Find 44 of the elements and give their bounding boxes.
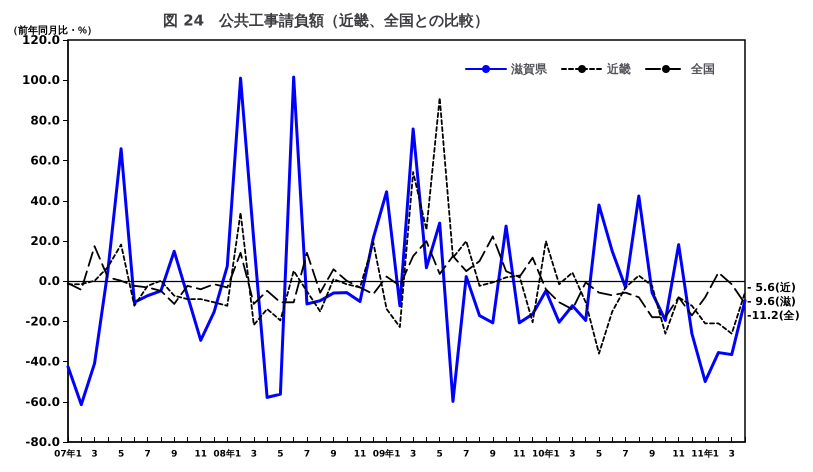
x-tick-label: 09年1 — [372, 448, 400, 460]
y-tick-label: -60.0 — [25, 394, 60, 409]
x-tick-label: 9 — [648, 450, 656, 460]
x-tick-label: 5 — [596, 450, 602, 460]
y-tick-label: 80.0 — [30, 113, 60, 128]
x-tick-label: 7 — [144, 450, 151, 460]
y-tick-label: 20.0 — [30, 234, 60, 248]
x-tick-label: 7 — [463, 450, 470, 460]
x-tick-label: 11 — [354, 450, 366, 460]
x-tick-label: 3 — [569, 450, 576, 460]
x-tick-label: 3 — [91, 450, 98, 460]
y-tick-label: -80.0 — [25, 435, 60, 449]
x-tick-label: 11 — [513, 450, 526, 460]
x-tick-label: 5 — [436, 450, 443, 460]
y-tick-label: -20.0 — [25, 314, 60, 328]
x-tick-label: 07年1 — [54, 448, 82, 460]
text: - 5.6(近) — [747, 281, 796, 294]
legend-label: 滋賀県 — [510, 62, 548, 76]
legend-label: 全国 — [690, 62, 715, 76]
x-tick-label: 5 — [277, 450, 284, 460]
x-tick-label: 3 — [410, 450, 416, 460]
x-tick-label: 5 — [118, 450, 124, 460]
x-tick-label: 9 — [171, 450, 178, 460]
y-tick-label: 100.0 — [22, 73, 60, 88]
x-tick-label: 11年1 — [691, 448, 720, 460]
y-tick-label: 0.0 — [38, 274, 60, 288]
x-tick-label: 7 — [622, 450, 629, 460]
x-tick-label: 10年1 — [532, 448, 560, 460]
text: -11.2(全) — [747, 309, 800, 322]
x-tick-label: 11 — [194, 450, 208, 460]
x-tick-label: 3 — [728, 450, 735, 460]
y-tick-label: -40.0 — [25, 354, 60, 369]
x-tick-label: 7 — [304, 450, 310, 460]
y-axis-title: （前年同月比・%） — [8, 24, 97, 36]
x-tick-label: 3 — [250, 450, 257, 460]
y-tick-label: 60.0 — [30, 154, 60, 168]
x-tick-label: 11 — [672, 450, 685, 460]
x-tick-label: 08年1 — [213, 448, 242, 460]
chart-title: 図 24 公共工事請負額（近畿、全国との比較） — [163, 12, 490, 30]
text: - 9.6(滋) — [747, 295, 796, 308]
x-tick-label: 9 — [330, 450, 337, 460]
legend-label: 近畿 — [606, 62, 631, 76]
y-tick-label: 40.0 — [30, 194, 60, 208]
x-tick-label: 9 — [490, 450, 496, 460]
